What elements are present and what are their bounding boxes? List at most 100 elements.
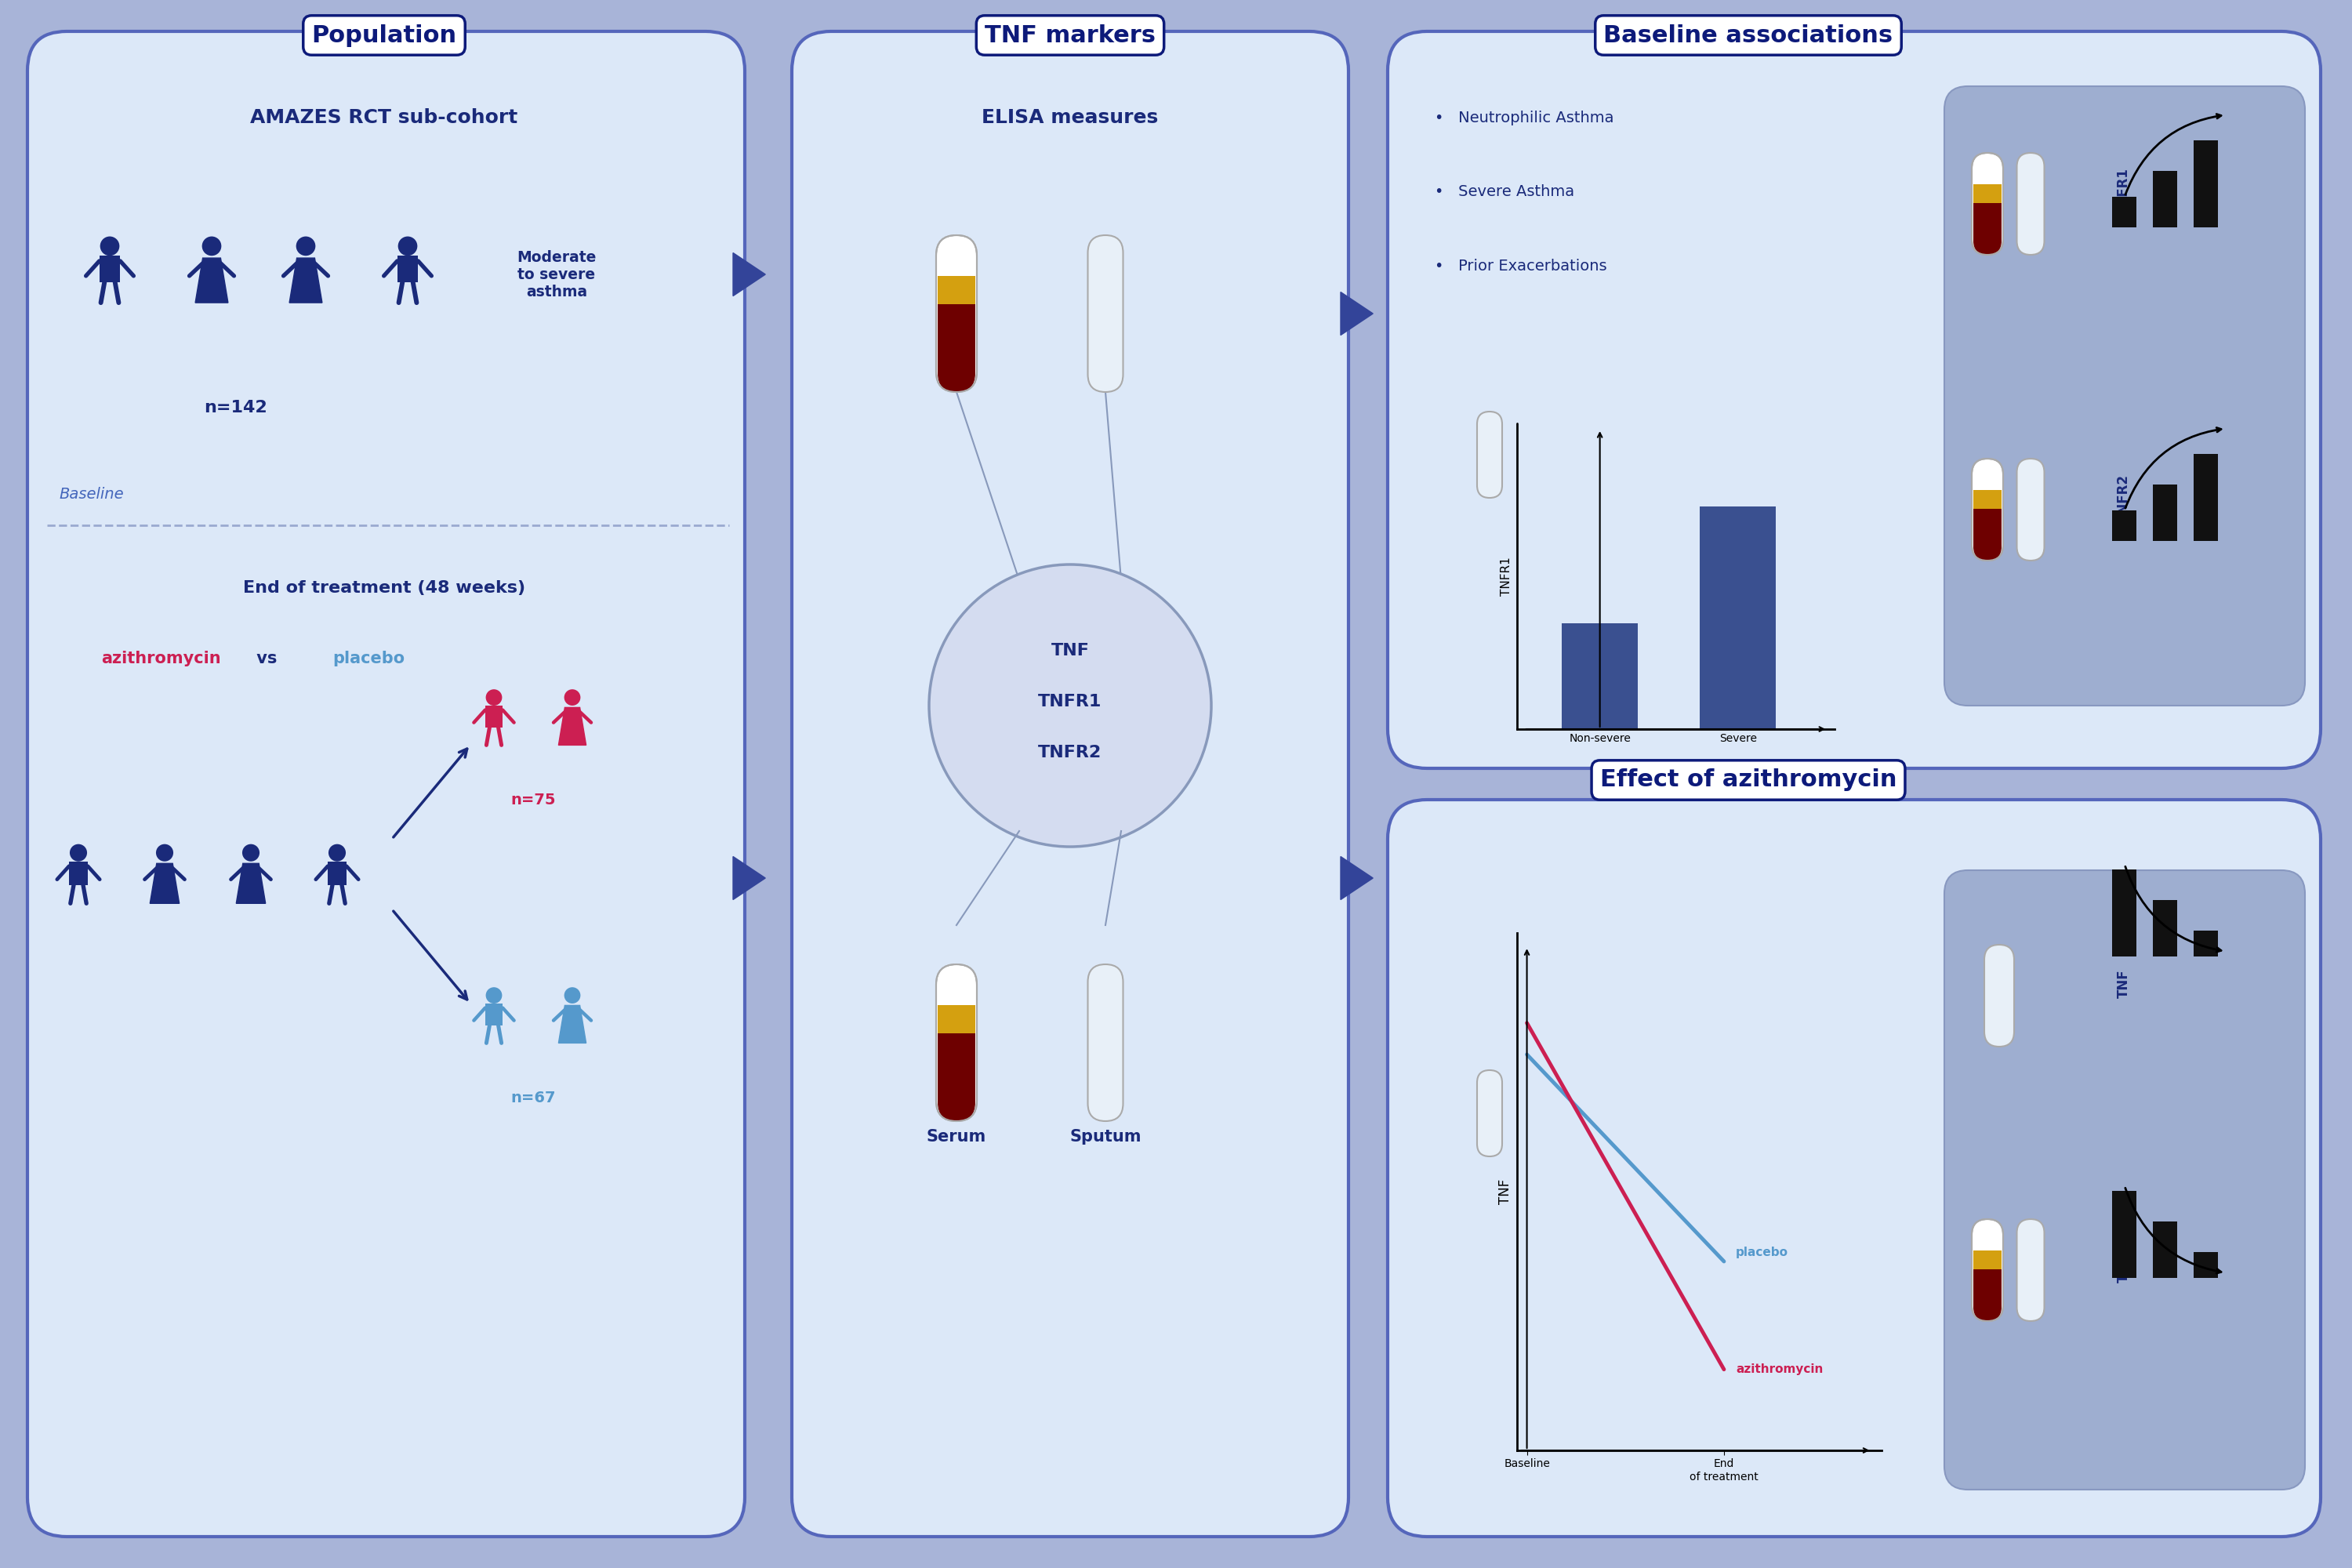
FancyBboxPatch shape [936, 964, 976, 1121]
Text: azithromycin: azithromycin [101, 651, 221, 666]
Circle shape [929, 564, 1211, 847]
FancyBboxPatch shape [938, 278, 976, 392]
FancyBboxPatch shape [2016, 154, 2044, 254]
FancyBboxPatch shape [1477, 1069, 1503, 1157]
Polygon shape [151, 864, 179, 903]
FancyBboxPatch shape [397, 256, 419, 282]
FancyBboxPatch shape [1973, 183, 2002, 202]
Polygon shape [235, 864, 266, 903]
Bar [1562, 624, 1637, 729]
FancyBboxPatch shape [99, 256, 120, 282]
Polygon shape [289, 259, 322, 303]
Text: Population: Population [310, 24, 456, 47]
Bar [2112, 870, 2136, 956]
FancyBboxPatch shape [1087, 964, 1124, 1121]
Circle shape [242, 844, 259, 861]
Circle shape [329, 844, 346, 861]
Text: n=75: n=75 [510, 792, 555, 808]
Bar [2152, 1221, 2178, 1278]
Circle shape [296, 237, 315, 256]
FancyBboxPatch shape [938, 1005, 976, 1033]
Text: TNFR1: TNFR1 [1037, 693, 1103, 709]
Polygon shape [1341, 856, 1374, 900]
Text: TNFR2: TNFR2 [2117, 1234, 2131, 1283]
Circle shape [155, 844, 174, 861]
Y-axis label: TNF: TNF [1498, 1179, 1512, 1204]
Text: TNF: TNF [1051, 643, 1089, 659]
FancyBboxPatch shape [1388, 800, 2321, 1537]
Bar [2112, 196, 2136, 227]
Bar [2194, 455, 2218, 541]
Bar [2152, 900, 2178, 956]
Text: TNFR2: TNFR2 [1037, 745, 1103, 760]
FancyBboxPatch shape [938, 1007, 976, 1121]
Y-axis label: TNFR1: TNFR1 [1501, 557, 1512, 596]
FancyBboxPatch shape [28, 31, 746, 1537]
FancyBboxPatch shape [1971, 458, 2004, 561]
Polygon shape [557, 707, 586, 745]
FancyBboxPatch shape [1973, 1251, 2002, 1320]
Text: Moderate
to severe
asthma: Moderate to severe asthma [517, 249, 597, 299]
FancyBboxPatch shape [1971, 1220, 2004, 1320]
Text: ELISA measures: ELISA measures [981, 108, 1160, 127]
FancyBboxPatch shape [938, 276, 976, 304]
Circle shape [487, 988, 501, 1004]
FancyBboxPatch shape [1388, 31, 2321, 768]
Bar [2112, 1192, 2136, 1278]
Text: End of treatment (48 weeks): End of treatment (48 weeks) [242, 580, 524, 596]
Text: AMAZES RCT sub-cohort: AMAZES RCT sub-cohort [249, 108, 517, 127]
FancyBboxPatch shape [68, 861, 87, 884]
FancyBboxPatch shape [1087, 235, 1124, 392]
Text: n=67: n=67 [510, 1090, 555, 1105]
FancyBboxPatch shape [1971, 154, 2004, 254]
FancyBboxPatch shape [793, 31, 1348, 1537]
Text: Effect of azithromycin: Effect of azithromycin [1599, 768, 1896, 792]
Circle shape [487, 690, 501, 706]
Bar [1700, 506, 1776, 729]
Text: azithromycin: azithromycin [1736, 1364, 1823, 1375]
FancyBboxPatch shape [1973, 185, 2002, 254]
Text: Baseline: Baseline [59, 486, 125, 502]
Text: placebo: placebo [1736, 1247, 1788, 1258]
Text: TNFR1: TNFR1 [2117, 168, 2131, 216]
Text: TNFR2: TNFR2 [2117, 474, 2131, 522]
Polygon shape [734, 252, 764, 296]
Text: •   Severe Asthma: • Severe Asthma [1435, 185, 1573, 199]
Text: n=142: n=142 [205, 400, 266, 416]
Text: Sputum: Sputum [1070, 1129, 1141, 1145]
Text: Baseline associations: Baseline associations [1604, 24, 1893, 47]
FancyBboxPatch shape [485, 706, 503, 728]
FancyBboxPatch shape [485, 1004, 503, 1025]
Text: placebo: placebo [332, 651, 405, 666]
FancyBboxPatch shape [1945, 86, 2305, 706]
Circle shape [397, 237, 416, 256]
FancyBboxPatch shape [2016, 1220, 2044, 1320]
FancyBboxPatch shape [1477, 412, 1503, 499]
Text: Serum: Serum [927, 1129, 985, 1145]
Circle shape [202, 237, 221, 256]
Polygon shape [195, 259, 228, 303]
Circle shape [564, 988, 581, 1004]
FancyBboxPatch shape [327, 861, 346, 884]
FancyBboxPatch shape [1973, 489, 2002, 508]
Polygon shape [734, 856, 764, 900]
Bar [2152, 485, 2178, 541]
Text: TNF markers: TNF markers [985, 24, 1155, 47]
Text: •   Neutrophilic Asthma: • Neutrophilic Asthma [1435, 110, 1613, 125]
FancyBboxPatch shape [1973, 491, 2002, 561]
Circle shape [101, 237, 120, 256]
Text: •   Prior Exacerbations: • Prior Exacerbations [1435, 259, 1606, 274]
FancyBboxPatch shape [2016, 458, 2044, 561]
FancyBboxPatch shape [1985, 944, 2013, 1047]
Circle shape [71, 844, 87, 861]
FancyBboxPatch shape [936, 235, 976, 392]
Bar [2152, 171, 2178, 227]
Text: TNF: TNF [2117, 969, 2131, 999]
Polygon shape [557, 1005, 586, 1043]
Circle shape [564, 690, 581, 706]
FancyBboxPatch shape [1945, 870, 2305, 1490]
Bar [2194, 931, 2218, 956]
Bar [2112, 510, 2136, 541]
Text: vs: vs [252, 651, 282, 666]
Bar [2194, 141, 2218, 227]
